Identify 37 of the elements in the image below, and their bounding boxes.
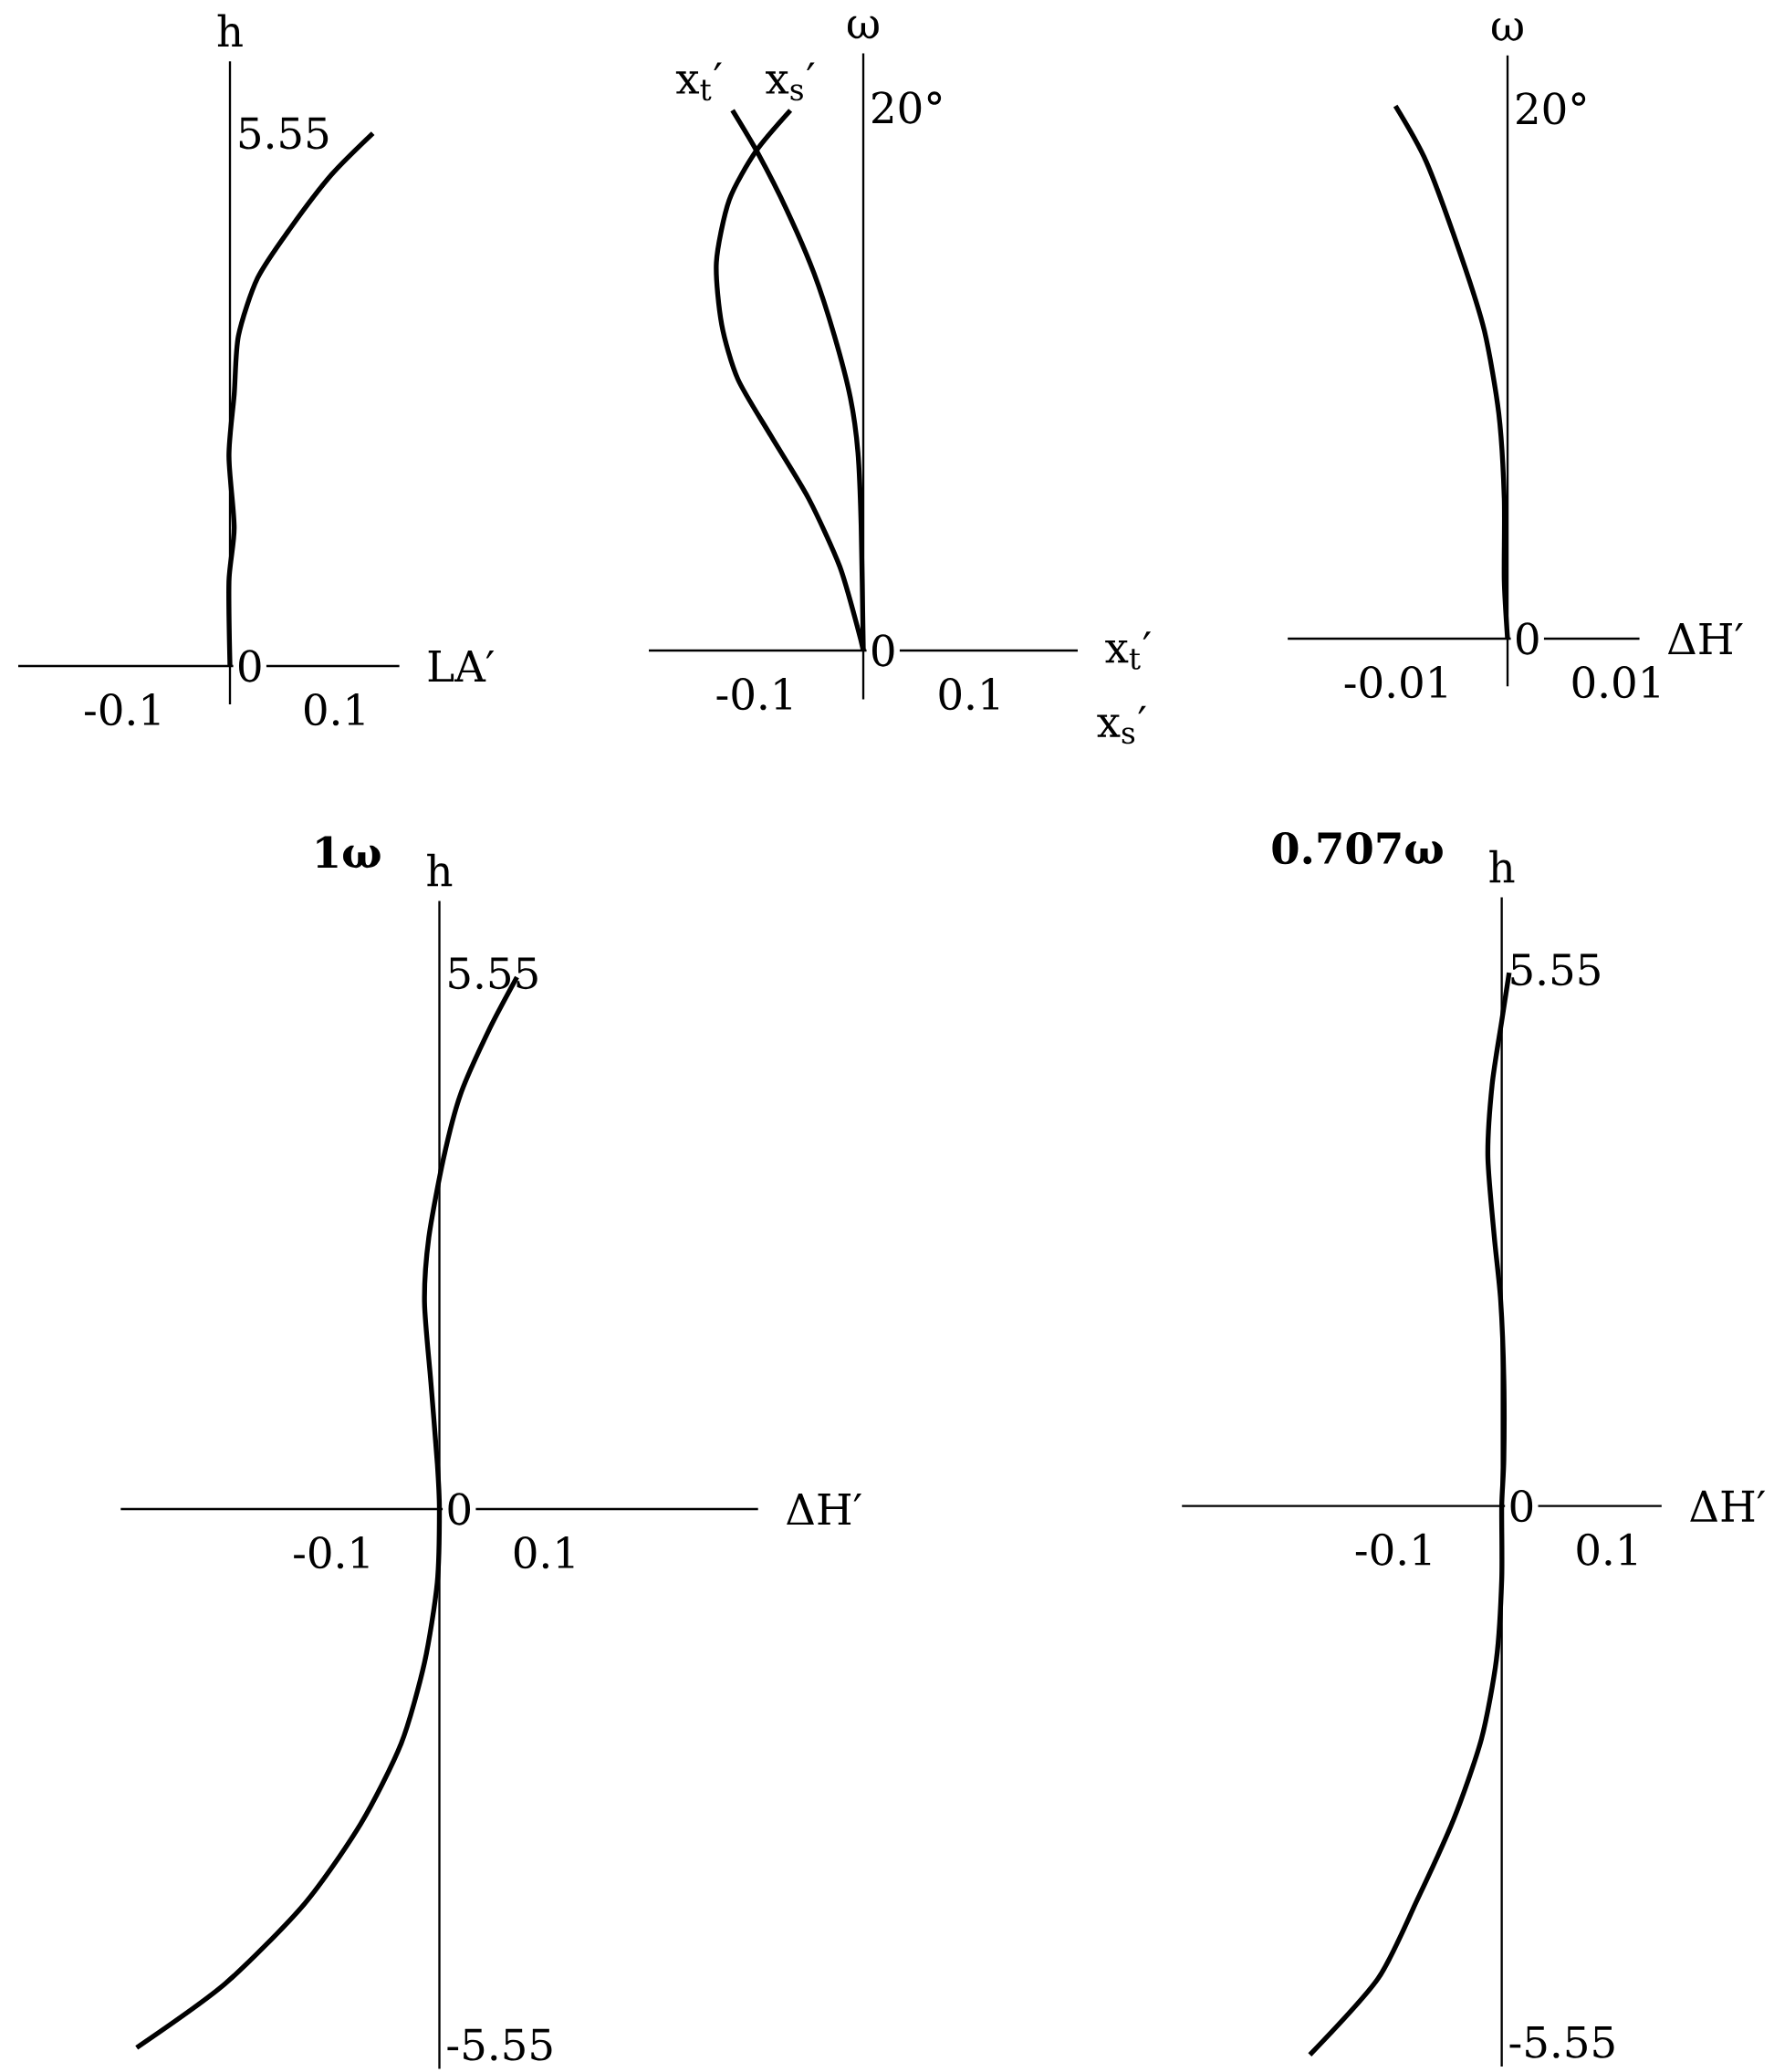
x-axis-title: ΔH′: [1667, 622, 1743, 654]
y-tick-label: 20°: [1517, 92, 1586, 125]
y-tick-label: 20°: [872, 91, 942, 124]
y-tick-label: 5.55: [239, 117, 329, 150]
y-tick-label: 5.55: [1511, 953, 1600, 986]
series-label: x$_{t}$′: [675, 62, 722, 101]
y-axis-title: h: [217, 14, 243, 47]
y-tick-label: -5.55: [447, 2028, 552, 2061]
text: x$_{s}$′: [1097, 705, 1146, 744]
x-tick-label: -0.1: [716, 677, 791, 711]
chart-title: 0.707ω: [1272, 831, 1443, 865]
y-tick-label: 0: [448, 1493, 471, 1525]
x-axis-title: x$_{t}$′: [1105, 631, 1152, 670]
y-tick-label: 0: [871, 634, 894, 667]
x-axis-title: ΔH′: [787, 1494, 862, 1525]
x-tick-label: 0.1: [1577, 1533, 1636, 1566]
y-tick-label: -5.55: [1509, 2026, 1614, 2058]
x-tick-label: -0.1: [294, 1536, 369, 1569]
x-tick-label: -0.1: [1355, 1533, 1431, 1566]
y-tick-label: 0: [1517, 622, 1539, 655]
x-tick-label: -0.1: [85, 692, 160, 726]
x-tick-label: 0.1: [304, 692, 364, 726]
series-label: x$_{s}$′: [766, 62, 815, 101]
x-tick-label: 0.01: [1572, 665, 1659, 699]
y-tick-label: 5.55: [449, 957, 537, 990]
y-axis-title: h: [427, 853, 453, 887]
y-tick-label: 0: [238, 650, 261, 682]
x-tick-label: -0.01: [1344, 665, 1446, 699]
x-axis-title: ΔH′: [1690, 1490, 1766, 1522]
y-axis-title: ω: [1492, 18, 1523, 41]
y-axis-title: h: [1489, 849, 1515, 883]
x-tick-label: 0.1: [939, 677, 998, 711]
y-tick-label: 0: [1510, 1490, 1533, 1523]
y-axis-title: ω: [848, 16, 879, 39]
chart-title: 1ω: [317, 836, 381, 869]
x-tick-label: 0.1: [514, 1536, 574, 1569]
x-axis-title: LA′: [428, 650, 495, 682]
